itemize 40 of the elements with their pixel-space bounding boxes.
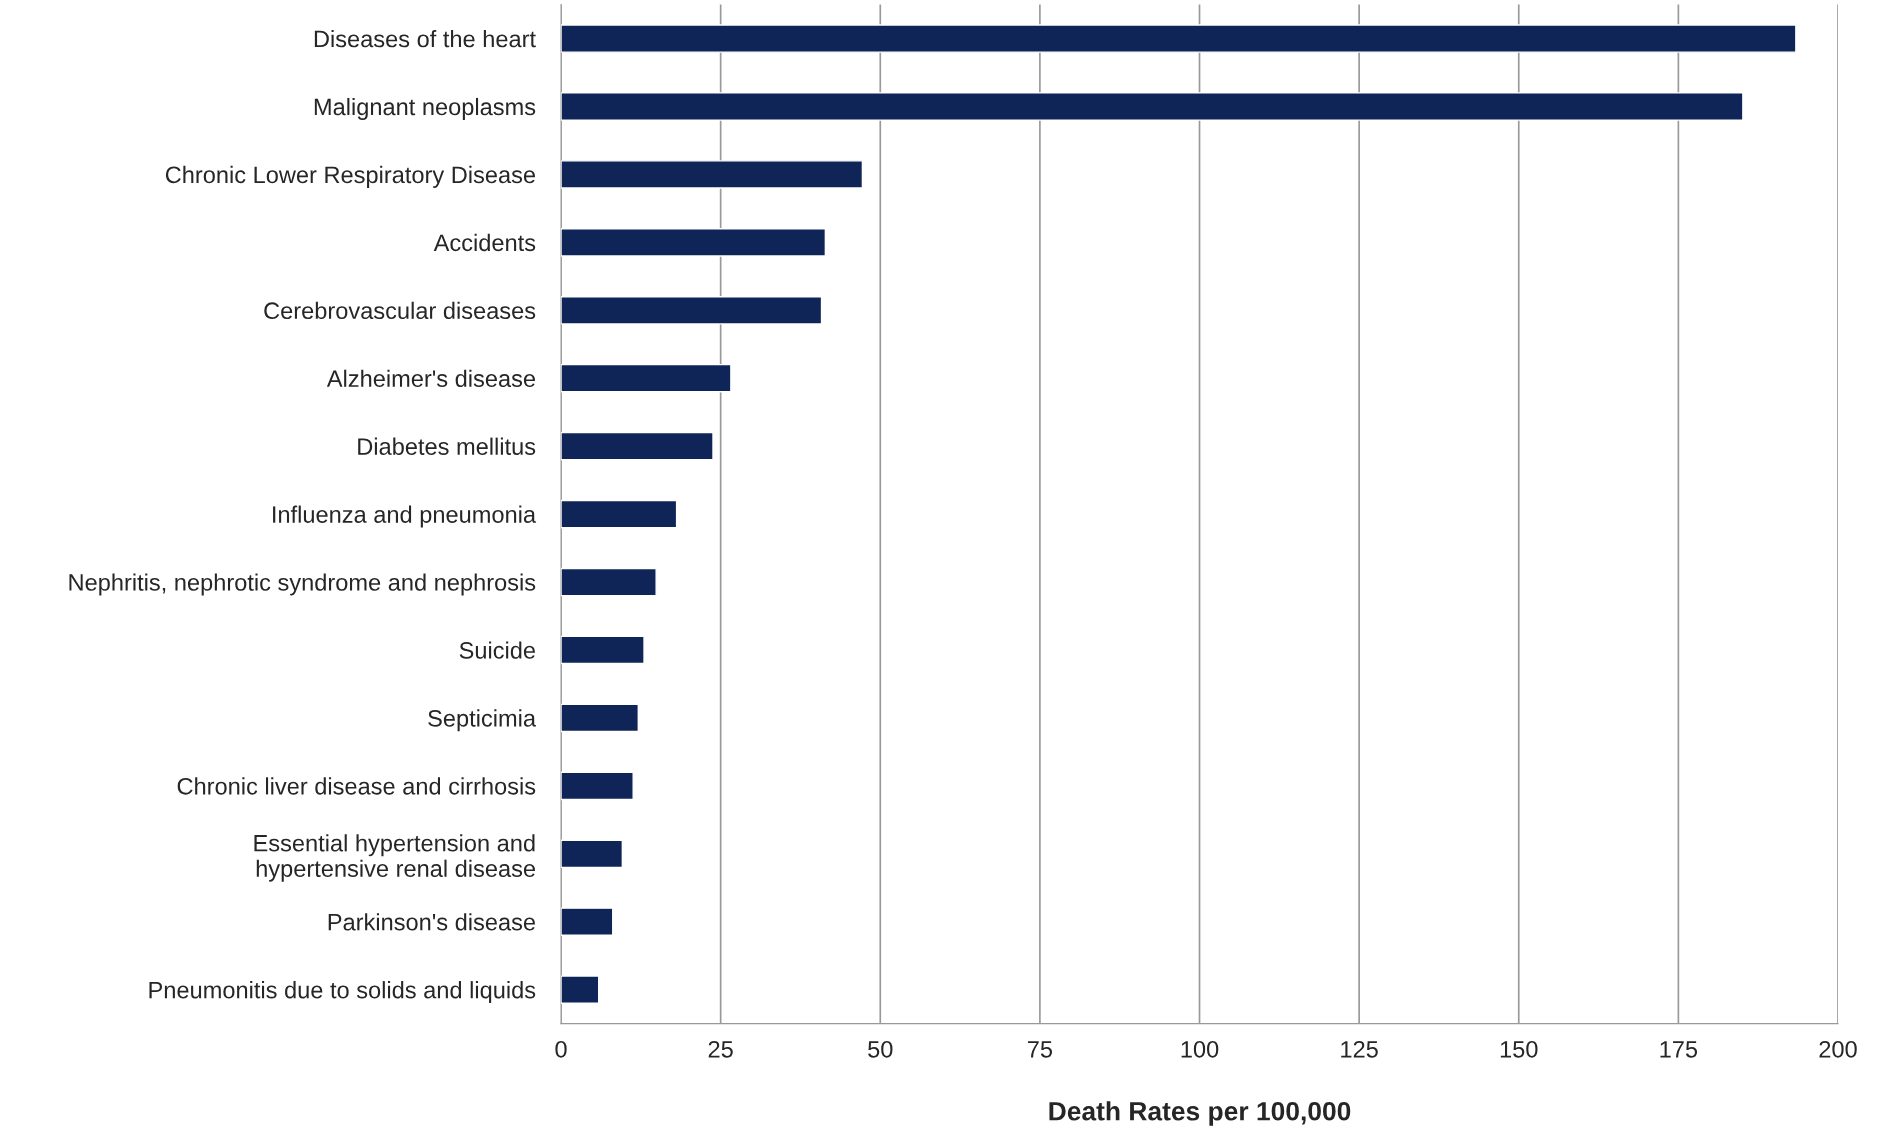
y-tick-label: Diseases of the heart	[314, 29, 536, 48]
x-axis-title: Death Rates per 100,000	[1049, 1101, 1351, 1126]
y-tick-label: Malignant neoplasms	[314, 97, 536, 120]
x-tick-label: 50	[868, 1040, 893, 1058]
y-tick-label: Accidents	[433, 233, 536, 252]
bar	[561, 296, 823, 325]
bar	[561, 975, 600, 1004]
x-tick-label: 0	[555, 1040, 567, 1058]
x-tick-label: 75	[1027, 1041, 1053, 1058]
y-tick-label: Suicide	[459, 641, 535, 659]
x-tick-label: 150	[1500, 1040, 1538, 1058]
y-tick-label: Pneumonitis due to solids and liquids	[149, 981, 536, 1004]
y-tick-label: Alzheimer's disease	[326, 369, 535, 388]
bar	[561, 228, 827, 257]
bar	[561, 24, 1797, 53]
y-tick-label: Septicimia	[428, 709, 537, 732]
y-tick-label: Chronic Lower Respiratory Disease	[165, 165, 535, 188]
bar	[561, 499, 678, 529]
bar	[561, 160, 864, 189]
y-tick-label: Essential hypertension and hypertensive renal disease	[254, 834, 535, 882]
x-tick-label: 175	[1660, 1041, 1698, 1058]
x-tick-label: 25	[708, 1040, 733, 1058]
bar	[561, 771, 634, 801]
y-tick-label: Influenza and pneumonia	[273, 505, 537, 528]
y-tick-label: Nephritis, nephrotic syndrome and nephrosis	[69, 573, 536, 596]
bar	[561, 635, 645, 665]
x-tick-label: 100	[1181, 1040, 1219, 1058]
x-tick-label: 200	[1819, 1040, 1857, 1058]
bar	[561, 363, 732, 393]
x-tick-label: 125	[1341, 1040, 1378, 1058]
y-tick-label: Cerebrovascular diseases	[264, 301, 536, 320]
bar	[561, 839, 624, 869]
bar	[561, 431, 714, 461]
y-tick-label: Diabetes mellitus	[358, 437, 536, 455]
bar	[561, 907, 614, 937]
bar	[561, 567, 657, 597]
y-tick-label: Parkinson's disease	[328, 913, 535, 931]
bar	[561, 92, 1744, 121]
y-tick-label: Chronic liver disease and cirrhosis	[177, 777, 536, 795]
bar	[561, 703, 639, 733]
